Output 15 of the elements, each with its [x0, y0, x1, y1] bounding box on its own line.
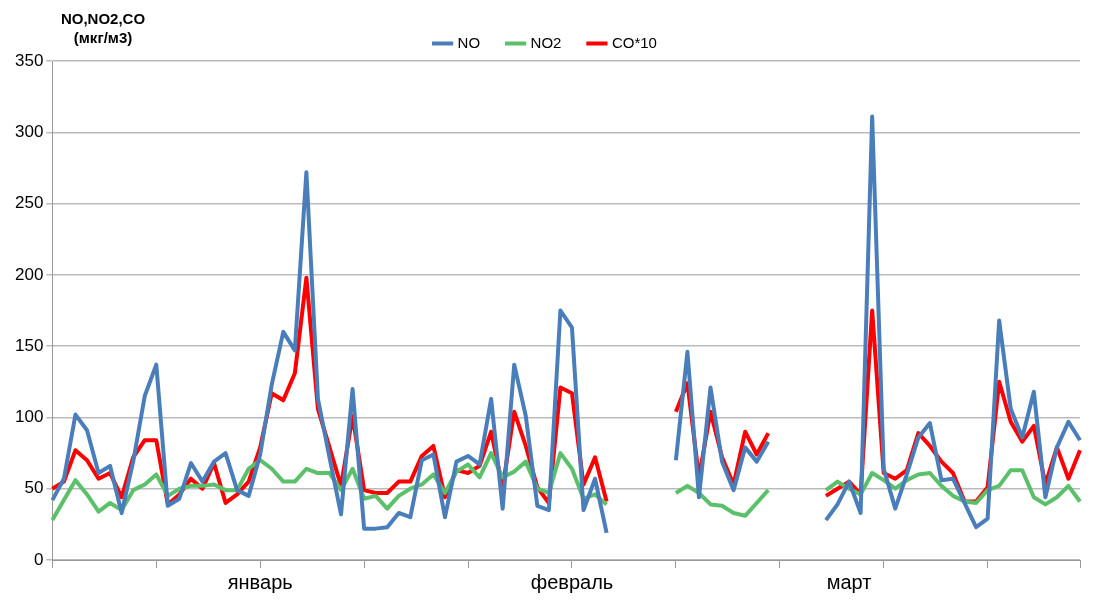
- y-tick-label: 100: [14, 407, 44, 427]
- legend-label: CO*10: [611, 33, 657, 51]
- y-tick-label: 300: [14, 121, 44, 141]
- x-tick-label: февраль: [530, 570, 614, 593]
- y-tick-label: 150: [14, 335, 44, 355]
- y-tick-label: 50: [24, 478, 44, 498]
- x-tick-label: январь: [227, 570, 293, 593]
- y-tick-label: 0: [33, 549, 44, 569]
- y-tick-label: 250: [14, 193, 44, 213]
- y-axis-title: NO,NO2,CO (мкг/м3): [60, 9, 146, 46]
- y-tick-label: 350: [14, 50, 44, 70]
- legend-label: NO: [457, 33, 481, 51]
- legend-label: NO2: [530, 33, 562, 51]
- y-tick-label: 200: [14, 264, 44, 284]
- x-tick-label: март: [826, 570, 872, 593]
